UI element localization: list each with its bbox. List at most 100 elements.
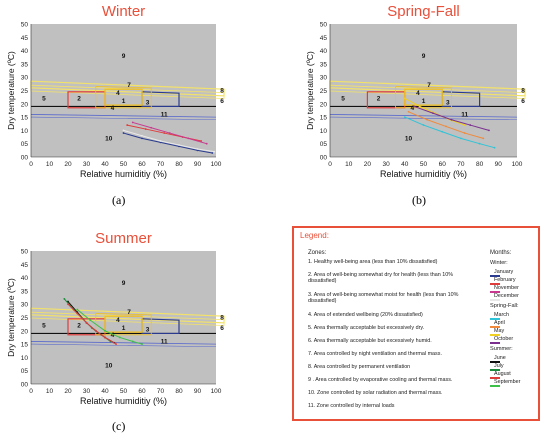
data-point-october bbox=[488, 129, 490, 132]
legend-title: Legend: bbox=[300, 231, 329, 240]
legend-zone-9: 9 . Area controlled by evaporative cooli… bbox=[308, 377, 453, 383]
legend-swatch-may bbox=[490, 334, 500, 336]
data-point-october bbox=[431, 112, 434, 115]
data-point-november bbox=[168, 132, 171, 134]
data-point-january bbox=[159, 141, 162, 144]
y-tick-label: 45 bbox=[21, 262, 29, 269]
legend-season-1: Winter: bbox=[490, 260, 508, 266]
series-line-september bbox=[76, 309, 143, 345]
data-point-december bbox=[159, 140, 162, 142]
data-point-march bbox=[478, 142, 481, 145]
x-tick-label: 40 bbox=[101, 161, 109, 168]
y-tick-label: 50 bbox=[320, 22, 328, 29]
zone-number-11: 11 bbox=[161, 338, 168, 345]
legend-season-3: Summer: bbox=[490, 346, 513, 352]
data-point-august bbox=[85, 321, 88, 324]
zone-4-box bbox=[95, 313, 152, 336]
data-point-march bbox=[403, 116, 406, 118]
legend-month-march: March bbox=[494, 312, 509, 318]
x-tick-label: 100 bbox=[211, 161, 222, 168]
zone-number-1: 1 bbox=[122, 325, 126, 332]
data-point-march bbox=[422, 124, 425, 126]
x-tick-label: 0 bbox=[29, 161, 33, 168]
y-tick-label: 05 bbox=[21, 141, 29, 148]
x-tick-label: 80 bbox=[476, 161, 484, 168]
data-point-may bbox=[403, 97, 406, 100]
data-point-december bbox=[213, 150, 216, 153]
legend-zone-1: 1. Healthy well-being area (less than 10… bbox=[308, 259, 438, 265]
y-tick-label: 20 bbox=[320, 101, 328, 108]
data-point-november bbox=[187, 137, 190, 140]
legend-month-may: May bbox=[494, 328, 505, 334]
zone-1-box bbox=[104, 88, 143, 106]
zone-number-10: 10 bbox=[105, 135, 113, 142]
x-tick-label: 100 bbox=[211, 388, 222, 395]
y-tick-label: 40 bbox=[320, 48, 328, 55]
legend-month-august: August bbox=[494, 371, 511, 377]
y-tick-label: 10 bbox=[21, 128, 29, 135]
zone-number-4: 4 bbox=[116, 317, 120, 324]
zone-number-10: 10 bbox=[105, 362, 113, 369]
legend-month-february: February bbox=[494, 277, 516, 283]
zone-number-2: 2 bbox=[77, 95, 81, 102]
zone-number-9: 9 bbox=[122, 53, 126, 60]
x-axis-label: Relative humiditiy (%) bbox=[80, 396, 167, 406]
zone-number-8: 8 bbox=[220, 88, 224, 95]
legend-swatch-november bbox=[490, 291, 500, 293]
zone-number-10: 10 bbox=[405, 135, 413, 142]
series-line-august bbox=[67, 303, 117, 345]
data-point-april bbox=[426, 118, 429, 121]
y-tick-label: 45 bbox=[21, 35, 29, 42]
x-tick-label: 40 bbox=[401, 161, 409, 168]
data-point-july bbox=[63, 297, 66, 300]
zone-number-8: 8 bbox=[220, 315, 224, 322]
y-tick-label: 15 bbox=[21, 342, 29, 349]
x-tick-label: 0 bbox=[29, 388, 33, 395]
zone-number-7: 7 bbox=[127, 309, 131, 316]
x-tick-label: 50 bbox=[120, 161, 128, 168]
x-tick-label: 100 bbox=[512, 161, 523, 168]
x-tick-label: 70 bbox=[457, 161, 465, 168]
x-tick-label: 30 bbox=[83, 388, 91, 395]
data-point-september bbox=[76, 308, 79, 311]
legend-month-june: June bbox=[494, 355, 506, 361]
data-point-january bbox=[211, 152, 214, 154]
data-point-august bbox=[94, 329, 97, 332]
zone-number-2: 2 bbox=[77, 322, 81, 329]
legend-zone-3: 3. Area of well-being somewhat moist for… bbox=[308, 292, 459, 305]
data-point-april bbox=[445, 125, 447, 128]
y-axis-label: Dry temperature (ºC) bbox=[305, 51, 315, 130]
x-tick-label: 70 bbox=[157, 161, 165, 168]
series-line-january bbox=[123, 132, 213, 154]
data-point-january bbox=[178, 145, 180, 148]
zone-number-4: 4 bbox=[111, 332, 115, 339]
zone-number-2: 2 bbox=[377, 95, 381, 102]
plot-area bbox=[31, 24, 216, 157]
data-point-february bbox=[144, 128, 147, 130]
zone-number-4: 4 bbox=[111, 105, 115, 112]
data-point-september bbox=[118, 336, 121, 339]
x-tick-label: 40 bbox=[101, 388, 109, 395]
zone-4-box bbox=[395, 86, 452, 109]
x-tick-label: 20 bbox=[364, 161, 372, 168]
zone-number-11: 11 bbox=[161, 111, 168, 118]
data-point-september bbox=[131, 340, 134, 343]
zone-1-box bbox=[404, 88, 443, 106]
data-point-october bbox=[413, 105, 416, 108]
zone-number-1: 1 bbox=[122, 98, 126, 105]
legend-month-november: November bbox=[494, 285, 519, 291]
zone-number-6: 6 bbox=[220, 98, 224, 105]
legend-zones-title: Zones: bbox=[308, 250, 327, 256]
legend-months-title: Months: bbox=[490, 250, 512, 256]
y-tick-label: 20 bbox=[21, 328, 29, 335]
data-point-march bbox=[441, 130, 444, 133]
data-point-september bbox=[89, 319, 92, 322]
data-point-august bbox=[67, 303, 69, 306]
data-point-september bbox=[141, 343, 143, 345]
data-point-august bbox=[104, 336, 106, 339]
zone-number-11: 11 bbox=[461, 111, 468, 118]
zone-number-4: 4 bbox=[116, 90, 120, 97]
legend-season-2: Spring-Fall: bbox=[490, 303, 519, 309]
y-tick-label: 25 bbox=[320, 88, 328, 95]
